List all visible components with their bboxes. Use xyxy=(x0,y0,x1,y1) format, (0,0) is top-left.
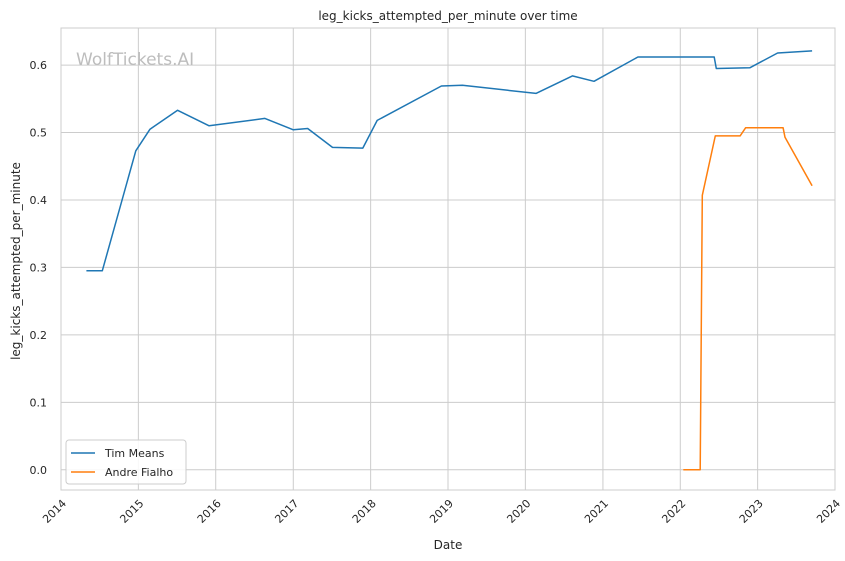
y-tick-label: 0.3 xyxy=(30,261,48,274)
series-line-1 xyxy=(683,127,813,471)
y-tick-labels: 0.0 0.1 0.2 0.3 0.4 0.5 0.6 xyxy=(30,59,48,477)
plot-frame xyxy=(60,27,836,491)
x-axis-label: Date xyxy=(434,538,463,552)
legend: Tim Means Andre Fialho xyxy=(65,439,187,485)
y-tick-label: 0.4 xyxy=(30,194,48,207)
series-layer xyxy=(86,50,813,471)
chart-title: leg_kicks_attempted_per_minute over time xyxy=(318,9,577,23)
y-tick-label: 0.2 xyxy=(30,329,48,342)
series-line-0 xyxy=(86,50,813,272)
legend-label-1: Andre Fialho xyxy=(105,466,173,479)
y-tick-label: 0.5 xyxy=(30,127,48,140)
y-tick-label: 0.6 xyxy=(30,59,48,72)
y-axis-label: leg_kicks_attempted_per_minute xyxy=(9,162,23,360)
y-tick-label: 0.0 xyxy=(30,464,48,477)
legend-box xyxy=(65,439,187,485)
y-tick-label: 0.1 xyxy=(30,396,48,409)
watermark: WolfTickets.AI xyxy=(76,50,194,70)
legend-label-0: Tim Means xyxy=(104,447,165,460)
